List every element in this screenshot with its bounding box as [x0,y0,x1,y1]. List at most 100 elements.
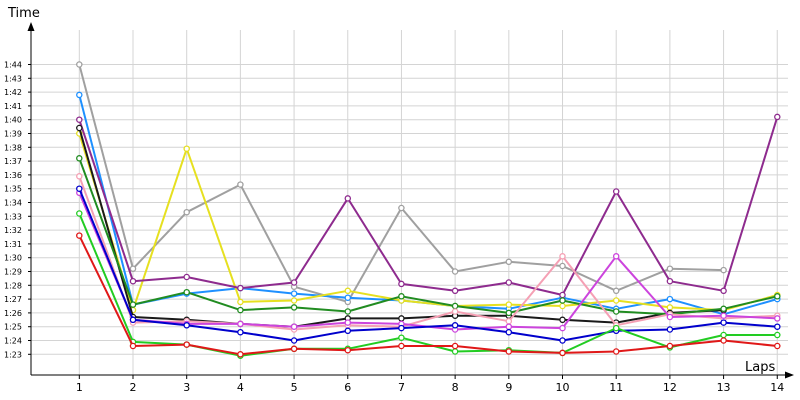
data-point [129,265,137,272]
data-point [76,185,83,192]
data-point [290,323,298,330]
data-point [720,319,727,326]
data-point [451,287,459,295]
x-tick-label: 7 [398,381,405,394]
data-point [76,124,83,132]
data-point [612,287,620,295]
data-point [451,342,459,350]
data-point [129,316,137,324]
data-point [451,268,459,275]
data-point [237,181,244,188]
series-lines [76,61,781,359]
y-tick-label: 1:28 [4,281,22,290]
data-point [666,342,674,350]
data-point [612,324,620,332]
data-point [129,342,137,350]
data-point [559,337,566,344]
data-point [237,284,244,292]
data-point [344,308,352,315]
data-point [344,327,352,335]
y-axis-title: Time [7,6,40,21]
data-point [612,297,620,304]
y-tick-label: 1:34 [4,199,22,208]
data-point [505,348,513,355]
x-tick-label: 5 [291,381,298,394]
x-tick-label: 13 [717,381,731,394]
data-point [774,293,781,300]
data-point [398,293,405,300]
data-point [290,279,298,286]
data-point [559,316,566,324]
x-tick-label: 10 [556,381,570,394]
series-9 [76,185,781,344]
series-line [78,133,778,312]
data-point [129,277,137,285]
data-point [183,208,190,216]
data-point [344,287,352,295]
data-point [290,337,298,344]
data-point [76,61,83,68]
data-point [774,323,781,330]
y-tick-label: 1:35 [4,185,22,194]
data-point [720,287,727,295]
data-point [76,173,83,180]
y-axis-arrow [27,22,35,31]
y-tick-label: 1:33 [4,212,22,221]
data-point [237,328,244,336]
data-point [344,294,352,301]
data-point [237,298,244,306]
series-line [78,213,778,357]
series-line [78,188,778,342]
data-point [505,317,513,325]
data-point [398,280,405,288]
y-tick-label: 1:31 [4,240,22,249]
data-point [774,113,781,121]
data-point [720,312,727,319]
x-axis-arrow [785,371,794,379]
data-point [666,304,674,311]
y-tick-label: 1:30 [4,254,22,263]
data-point [398,324,405,332]
data-point [720,337,727,344]
data-point [666,326,674,333]
y-tick-label: 1:32 [4,226,22,235]
y-tick-label: 1:29 [4,268,22,277]
data-point [183,322,190,329]
data-point [666,277,674,285]
y-tick-label: 1:26 [4,309,22,318]
y-tick-label: 1:38 [4,143,22,152]
data-point [612,253,620,260]
x-tick-label: 3 [183,381,190,394]
data-point [720,305,727,313]
data-point [451,302,459,310]
y-tick-label: 1:39 [4,130,22,139]
y-tick-label: 1:27 [4,295,22,304]
data-point [559,291,566,299]
data-point [183,145,190,152]
data-point [290,345,298,353]
series-line [78,235,778,356]
data-point [612,348,620,355]
data-point [76,155,83,162]
data-point [290,290,298,297]
y-tick-label: 1:37 [4,157,22,166]
data-point [398,334,405,341]
data-point [666,313,674,321]
x-tick-label: 14 [770,381,784,394]
data-point [451,322,459,329]
x-tick-label: 8 [452,381,459,394]
data-point [451,308,459,315]
y-tick-label: 1:36 [4,171,22,180]
data-point [559,349,566,357]
data-point [183,273,190,281]
data-point [666,265,674,272]
data-point [451,348,459,355]
data-point [398,315,405,322]
data-point [505,301,513,308]
x-tick-label: 12 [663,381,677,394]
data-point [559,253,566,260]
series-8 [76,189,781,333]
data-point [344,319,352,326]
data-point [505,258,513,266]
